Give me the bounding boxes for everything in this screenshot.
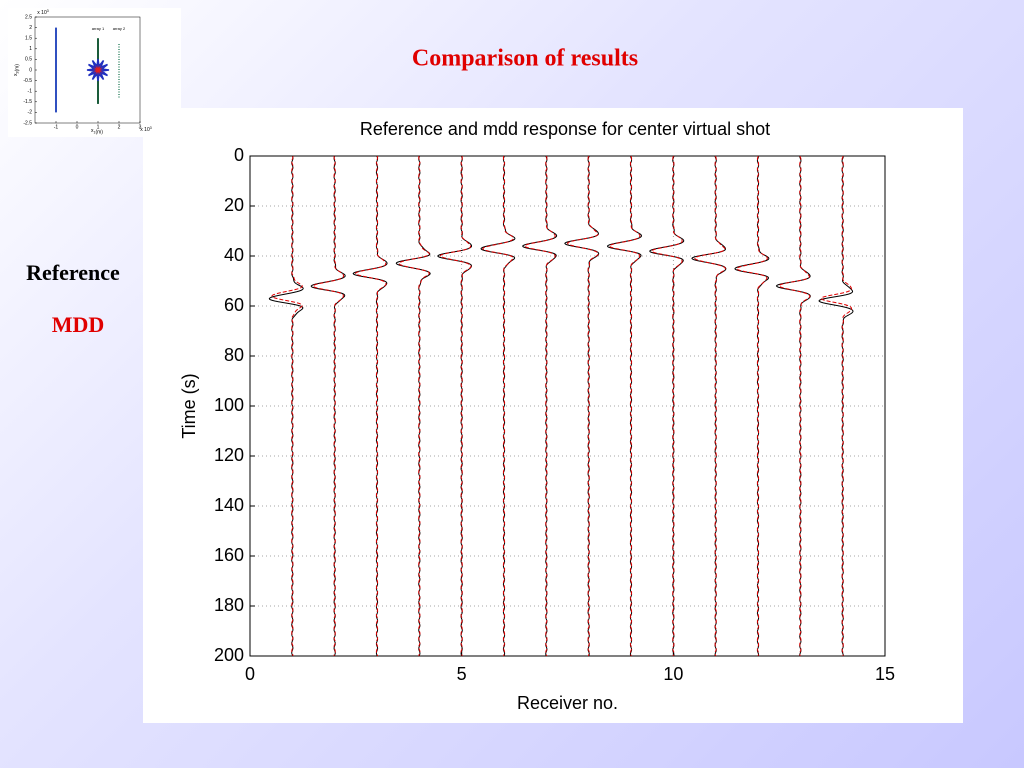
x-axis-label-part: x — [91, 128, 94, 134]
x-tick-label: 15 — [875, 664, 895, 684]
y-axis-label-part: (m) — [15, 64, 21, 72]
trace — [820, 155, 853, 657]
x-tick-label: 3 — [139, 124, 142, 130]
plot-frame — [249, 155, 886, 657]
y-exponent-part: 3 — [47, 9, 49, 13]
y-exponent-part: x 10 — [37, 10, 47, 16]
trace — [524, 155, 556, 657]
x-tick-label: 0 — [245, 664, 255, 684]
y-tick-label: 0.5 — [25, 57, 32, 63]
array-label: array 1 — [92, 26, 105, 31]
trace — [778, 155, 811, 657]
trace — [608, 155, 641, 657]
slide-title: Comparison of results — [412, 46, 638, 72]
legend-label: MDD — [52, 312, 105, 337]
trace — [271, 155, 303, 657]
trace — [398, 155, 430, 657]
y-tick-label: -1 — [28, 89, 33, 95]
trace — [354, 155, 387, 657]
y-axis-label: x2(m) — [13, 64, 21, 76]
trace — [736, 155, 768, 657]
y-axis-label-part: 2 — [15, 71, 19, 73]
trace — [567, 155, 599, 657]
y-tick-label: -2.5 — [23, 120, 32, 126]
y-tick-label: 1 — [29, 46, 32, 52]
y-tick-label: 1.5 — [25, 36, 32, 42]
x-tick-label: -1 — [54, 124, 59, 130]
x-tick-label: 0 — [76, 124, 79, 130]
x-tick-label: 2 — [118, 124, 121, 130]
chart-panel — [143, 108, 963, 723]
x-exponent-part: x 10 — [140, 127, 150, 133]
y-tick-label: 0 — [234, 145, 244, 165]
x-axis-label: Receiver no. — [517, 693, 618, 713]
y-tick-label: 120 — [214, 445, 244, 465]
x-tick-label: 5 — [457, 664, 467, 684]
x-tick-label: 10 — [663, 664, 683, 684]
array-label: array 2 — [113, 26, 126, 31]
y-tick-label: 180 — [214, 595, 244, 615]
x-axis-label: x1(m) — [91, 128, 103, 136]
trace — [482, 155, 514, 657]
y-tick-label: 80 — [224, 345, 244, 365]
y-tick-label: 160 — [214, 545, 244, 565]
y-axis-label-part: x — [13, 73, 19, 76]
y-tick-label: -1.5 — [23, 99, 32, 105]
trace — [649, 155, 685, 657]
y-tick-label: 20 — [224, 195, 244, 215]
trace — [439, 155, 472, 657]
legend-label: Reference — [26, 260, 120, 285]
trace — [480, 155, 516, 657]
y-axis-label: Time (s) — [179, 373, 199, 438]
y-tick-label: 200 — [214, 645, 244, 665]
x-exponent-part: 3 — [150, 126, 152, 130]
chart-title: Reference and mdd response for center vi… — [360, 119, 770, 139]
x-tick-label: 1 — [97, 124, 100, 130]
y-tick-label: 100 — [214, 395, 244, 415]
trace — [312, 155, 345, 657]
y-tick-label: -2 — [28, 110, 33, 116]
y-tick-label: 60 — [224, 295, 244, 315]
x-exponent: x 103 — [140, 126, 151, 133]
y-tick-label: -0.5 — [23, 78, 32, 84]
x-axis-label-part: (m) — [95, 130, 103, 136]
trace — [352, 155, 388, 657]
y-exponent: x 103 — [37, 9, 48, 16]
y-tick-label: 0 — [29, 67, 32, 73]
source-star — [86, 58, 110, 82]
y-tick-label: 2.5 — [25, 14, 32, 20]
y-tick-label: 140 — [214, 495, 244, 515]
y-tick-label: 2 — [29, 25, 32, 31]
y-tick-label: 40 — [224, 245, 244, 265]
x-axis-label-part: 1 — [94, 130, 96, 134]
trace — [395, 155, 431, 657]
trace — [694, 155, 726, 657]
